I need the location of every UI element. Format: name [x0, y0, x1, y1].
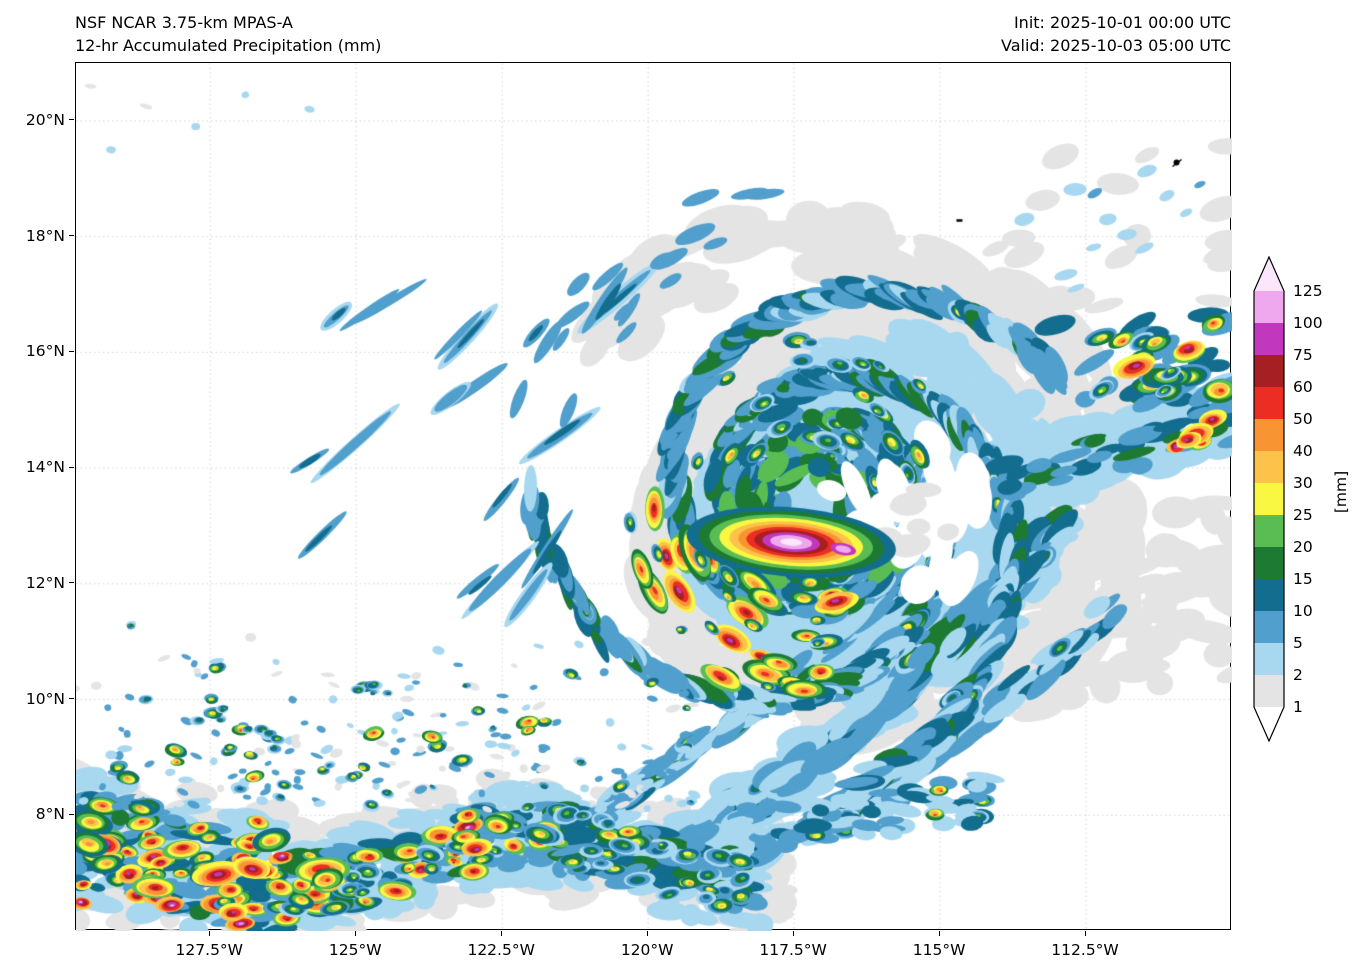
- x-tick-label: 115°W: [912, 941, 966, 959]
- model-title: NSF NCAR 3.75-km MPAS-A: [75, 13, 293, 32]
- colorbar-segment: [1254, 515, 1284, 548]
- colorbar-segment: [1254, 579, 1284, 612]
- y-tick-label: 10°N: [25, 689, 65, 708]
- y-tick-label: 18°N: [25, 226, 65, 245]
- precipitation-field-canvas: [76, 63, 1232, 931]
- colorbar-segment: [1254, 643, 1284, 676]
- x-tick-label: 112.5°W: [1051, 941, 1119, 959]
- colorbar-segment: [1254, 611, 1284, 644]
- colorbar-tick-label: 125: [1293, 282, 1323, 300]
- colorbar-over-arrow: [1254, 257, 1284, 291]
- header-left: NSF NCAR 3.75-km MPAS-A 12-hr Accumulate…: [75, 11, 381, 57]
- colorbar-under-arrow: [1254, 707, 1284, 741]
- colorbar-tick-label: 30: [1293, 474, 1313, 492]
- y-tick-mark: [69, 350, 74, 352]
- colorbar-segment: [1254, 547, 1284, 580]
- colorbar-tick-label: 25: [1293, 506, 1313, 524]
- x-tick-label: 125°W: [328, 941, 382, 959]
- colorbar-tick-label: 10: [1293, 602, 1313, 620]
- colorbar-outline: [1253, 255, 1285, 743]
- map-axes: [75, 62, 1232, 931]
- x-tick-mark: [500, 931, 502, 936]
- colorbar-tick-label: 2: [1293, 666, 1303, 684]
- y-tick-mark: [69, 466, 74, 468]
- y-tick-label: 16°N: [25, 342, 65, 361]
- y-tick-mark: [69, 582, 74, 584]
- y-tick-label: 8°N: [35, 805, 65, 824]
- colorbar-tick-label: 60: [1293, 378, 1313, 396]
- colorbar-segment: [1254, 483, 1284, 516]
- colorbar-tick-label: 40: [1293, 442, 1313, 460]
- x-tick-mark: [1084, 931, 1086, 936]
- colorbar-tick-label: 5: [1293, 634, 1303, 652]
- product-title: 12-hr Accumulated Precipitation (mm): [75, 36, 382, 55]
- colorbar-segment: [1254, 355, 1284, 388]
- colorbar-tick-label: 100: [1293, 314, 1323, 332]
- y-tick-mark: [69, 235, 74, 237]
- colorbar-tick-label: 50: [1293, 410, 1313, 428]
- init-time: Init: 2025-10-01 00:00 UTC: [1013, 13, 1231, 32]
- y-tick-label: 20°N: [25, 110, 65, 129]
- x-tick-mark: [646, 931, 648, 936]
- y-tick-mark: [69, 813, 74, 815]
- colorbar-unit-label: [mm]: [1332, 470, 1350, 514]
- colorbar-segment: [1254, 291, 1284, 324]
- y-tick-mark: [69, 698, 74, 700]
- colorbar-segment: [1254, 675, 1284, 708]
- colorbar-svg: [1253, 255, 1285, 743]
- colorbar-tick-label: 75: [1293, 346, 1313, 364]
- colorbar-segment: [1254, 419, 1284, 452]
- colorbar-segment: [1254, 387, 1284, 420]
- colorbar: [1253, 255, 1285, 746]
- x-tick-mark: [354, 931, 356, 936]
- valid-time: Valid: 2025-10-03 05:00 UTC: [1000, 36, 1231, 55]
- colorbar-tick-label: 15: [1293, 570, 1313, 588]
- colorbar-tick-label: 20: [1293, 538, 1313, 556]
- x-tick-label: 120°W: [620, 941, 674, 959]
- y-tick-label: 12°N: [25, 573, 65, 592]
- y-tick-mark: [69, 119, 74, 121]
- y-tick-label: 14°N: [25, 458, 65, 477]
- header-right: Init: 2025-10-01 00:00 UTC Valid: 2025-1…: [1001, 11, 1231, 57]
- x-tick-mark: [208, 931, 210, 936]
- x-tick-label: 117.5°W: [759, 941, 827, 959]
- colorbar-segment: [1254, 451, 1284, 484]
- x-tick-mark: [938, 931, 940, 936]
- x-tick-mark: [792, 931, 794, 936]
- colorbar-segment: [1254, 323, 1284, 356]
- x-tick-label: 122.5°W: [467, 941, 535, 959]
- colorbar-tick-label: 1: [1293, 698, 1303, 716]
- x-tick-label: 127.5°W: [175, 941, 244, 959]
